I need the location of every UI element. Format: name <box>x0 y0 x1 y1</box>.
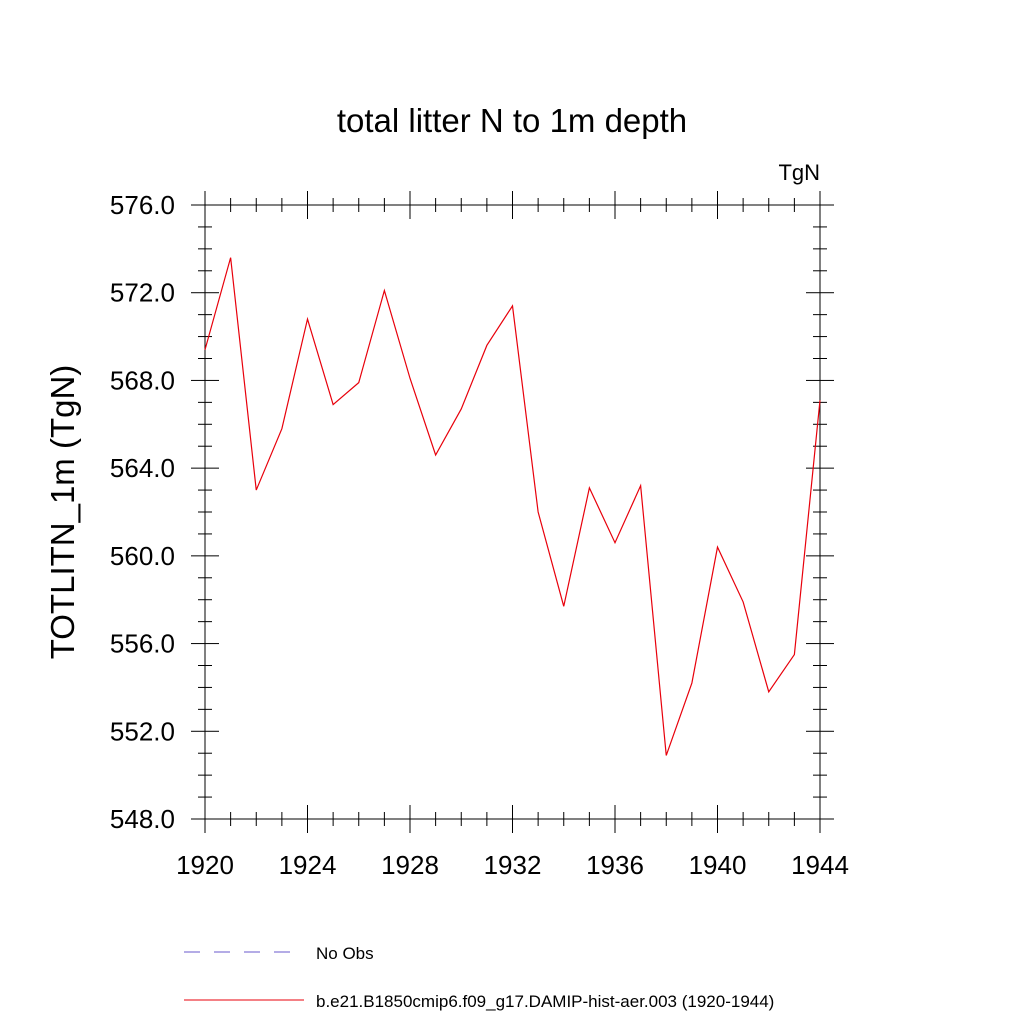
x-tick-label: 1924 <box>279 850 337 880</box>
x-tick-label: 1920 <box>176 850 234 880</box>
x-tick-label: 1928 <box>381 850 439 880</box>
y-tick-label: 560.0 <box>110 541 175 571</box>
series-line <box>204 257 821 756</box>
y-tick-label: 564.0 <box>110 453 175 483</box>
x-tick-label: 1932 <box>484 850 542 880</box>
chart-title: total litter N to 1m depth <box>337 102 687 139</box>
plot-area: 1920 1924 1928 1932 1936 1940 1944 548.0 552.0 55… <box>110 190 849 880</box>
legend-label: b.e21.B1850cmip6.f09_g17.DAMIP-hist-aer.… <box>316 992 774 1011</box>
y-tick-label: 548.0 <box>110 804 175 834</box>
y-tick-label: 552.0 <box>110 716 175 746</box>
units-label: TgN <box>778 160 820 185</box>
y-tick-label: 572.0 <box>110 278 175 308</box>
x-tick-label: 1940 <box>689 850 747 880</box>
y-tick-label: 568.0 <box>110 365 175 395</box>
x-tick-label: 1944 <box>791 850 849 880</box>
plot-frame <box>204 204 821 820</box>
y-tick-label: 556.0 <box>110 629 175 659</box>
y-axis-label: TOTLITN_1m (TgN) <box>44 365 81 660</box>
y-tick-label: 576.0 <box>110 190 175 220</box>
legend: No Obs b.e21.B1850cmip6.f09_g17.DAMIP-his… <box>184 944 774 1011</box>
legend-label: No Obs <box>316 944 374 963</box>
x-tick-label: 1936 <box>586 850 644 880</box>
